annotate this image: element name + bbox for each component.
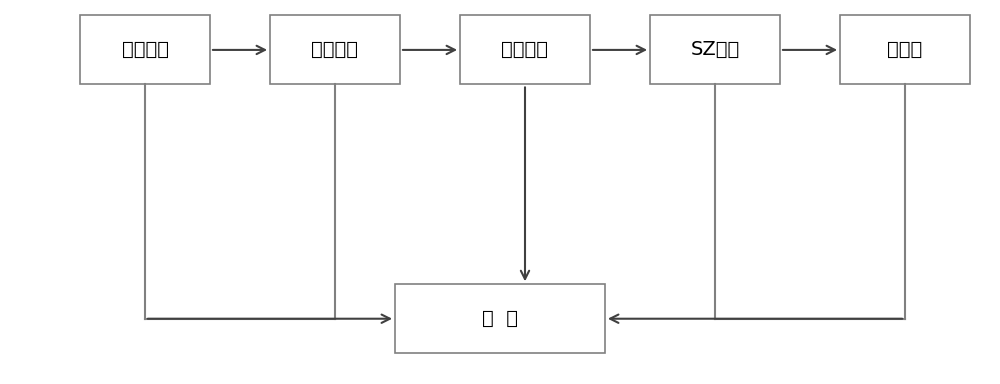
Text: 检  测: 检 测 bbox=[482, 309, 518, 328]
Text: 光纤入库: 光纤入库 bbox=[122, 40, 169, 60]
FancyBboxPatch shape bbox=[270, 15, 400, 84]
FancyBboxPatch shape bbox=[80, 15, 210, 84]
FancyBboxPatch shape bbox=[395, 284, 605, 353]
FancyBboxPatch shape bbox=[840, 15, 970, 84]
Text: 二次被覆: 二次被覆 bbox=[502, 40, 548, 60]
Text: 外护套: 外护套 bbox=[887, 40, 923, 60]
Text: 光纤着色: 光纤着色 bbox=[312, 40, 358, 60]
FancyBboxPatch shape bbox=[650, 15, 780, 84]
Text: SZ绞合: SZ绞合 bbox=[690, 40, 740, 60]
FancyBboxPatch shape bbox=[460, 15, 590, 84]
